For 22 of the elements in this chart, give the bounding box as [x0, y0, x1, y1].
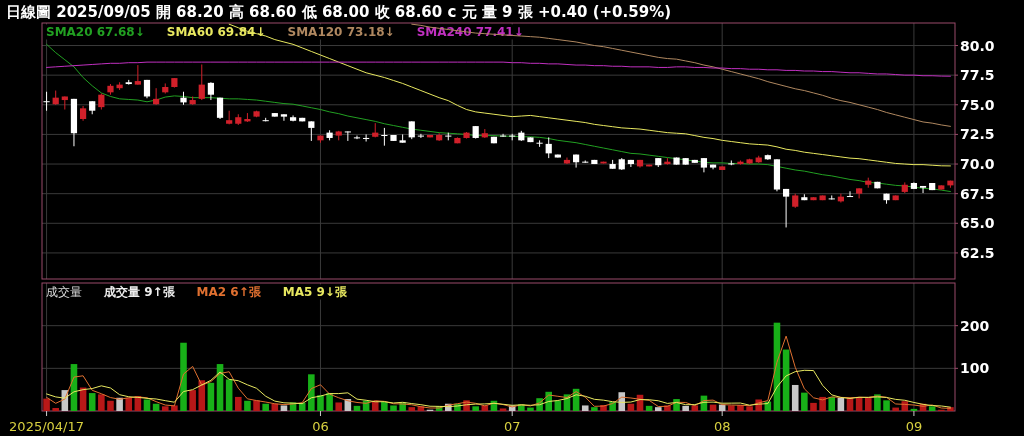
- x-tick-label: 06: [312, 419, 329, 434]
- y-tick-label: 70.0: [960, 156, 995, 173]
- x-tick-label: 08: [713, 419, 731, 434]
- y-tick-label: 67.5: [960, 185, 995, 202]
- y-tick-label: 65.0: [960, 215, 995, 232]
- chart-title: 日線圖 2025/09/05 開 68.20 高 68.60 低 68.00 收 68.60 c 元 量 9 張 +0.40 (+0.59%): [6, 3, 672, 21]
- y-tick-label: 80.0: [960, 37, 995, 54]
- y-tick-label: 72.5: [960, 126, 995, 143]
- y-tick-label: 75.0: [960, 96, 995, 113]
- y-tick-label: 77.5: [960, 67, 995, 84]
- x-tick-label: 09: [905, 419, 923, 434]
- text: 成交量 9↑張: [103, 285, 176, 299]
- text: MA5 9↓張: [282, 285, 348, 299]
- y-tick-label: 100: [960, 360, 990, 377]
- y-tick-label: 200: [960, 317, 990, 334]
- x-tick-label: 07: [503, 419, 521, 434]
- chart-title: 成交量: [46, 285, 82, 299]
- text: MA2 6↑張: [196, 285, 262, 299]
- series-label: SMA120 73.18↓: [287, 25, 395, 39]
- x-tick-label: 2025/04/17: [9, 419, 85, 434]
- series-label: SMA20 67.68↓: [46, 25, 145, 39]
- y-tick-label: 62.5: [960, 244, 995, 261]
